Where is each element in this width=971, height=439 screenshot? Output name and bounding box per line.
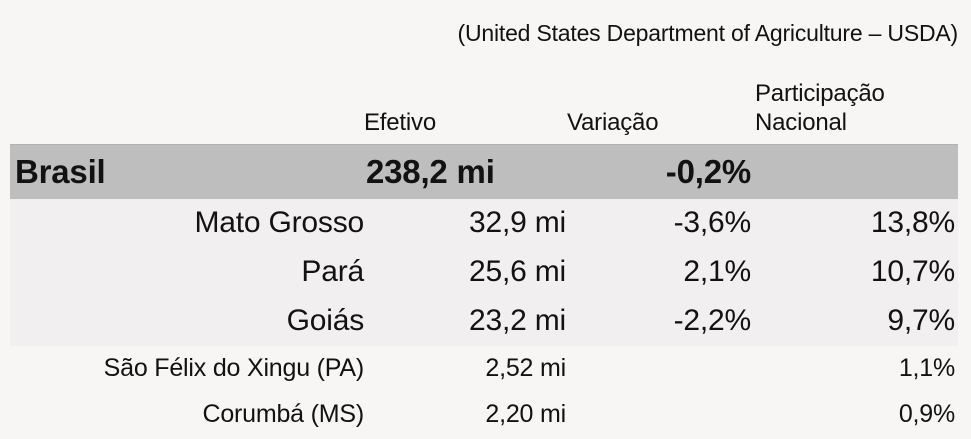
participacao-value: 1,1% <box>898 354 955 383</box>
row-label: Corumbá (MS) <box>202 400 364 429</box>
states-section: Mato Grosso 32,9 mi -3,6% 13,8% Pará 25,… <box>10 198 958 346</box>
efetivo-value: 23,2 mi <box>469 304 566 338</box>
table-row-sao-felix-do-xingu: São Félix do Xingu (PA) 2,52 mi 1,1% <box>10 346 958 392</box>
usda-subtitle: (United States Department of Agriculture… <box>457 20 959 46</box>
data-table: Efetivo Variação Participação Nacional B… <box>10 48 958 438</box>
variacao-value: 2,1% <box>683 255 751 289</box>
efetivo-value: 2,52 mi <box>485 354 566 383</box>
variacao-value: -0,2% <box>665 152 751 190</box>
column-header-efetivo: Efetivo <box>364 108 436 136</box>
row-label: Mato Grosso <box>194 206 364 240</box>
table-row-para: Pará 25,6 mi 2,1% 10,7% <box>10 248 958 297</box>
efetivo-value: 32,9 mi <box>469 206 566 240</box>
participacao-value: 9,7% <box>887 304 955 338</box>
table-row-mato-grosso: Mato Grosso 32,9 mi -3,6% 13,8% <box>10 199 958 248</box>
municipalities-section: São Félix do Xingu (PA) 2,52 mi 1,1% Cor… <box>10 346 958 438</box>
row-label: São Félix do Xingu (PA) <box>103 354 365 383</box>
row-label: Pará <box>301 255 364 289</box>
row-label: Brasil <box>15 152 106 190</box>
participacao-value: 13,8% <box>870 206 955 240</box>
table-row-goias: Goiás 23,2 mi -2,2% 9,7% <box>10 297 958 346</box>
efetivo-value: 25,6 mi <box>469 255 566 289</box>
variacao-value: -2,2% <box>673 304 752 338</box>
participacao-value: 0,9% <box>898 400 955 429</box>
table-row-brasil: Brasil 238,2 mi -0,2% <box>10 143 958 199</box>
efetivo-value: 2,20 mi <box>485 400 566 429</box>
participacao-value: 10,7% <box>870 255 955 289</box>
efetivo-value: 238,2 mi <box>366 152 495 190</box>
variacao-value: -3,6% <box>673 206 752 240</box>
column-header-variacao: Variação <box>567 108 659 136</box>
row-label: Goiás <box>286 304 365 338</box>
column-header-participacao: Participação Nacional <box>755 80 885 136</box>
column-header-row: Efetivo Variação Participação Nacional <box>10 48 958 144</box>
table-row-corumba: Corumbá (MS) 2,20 mi 0,9% <box>10 392 958 438</box>
